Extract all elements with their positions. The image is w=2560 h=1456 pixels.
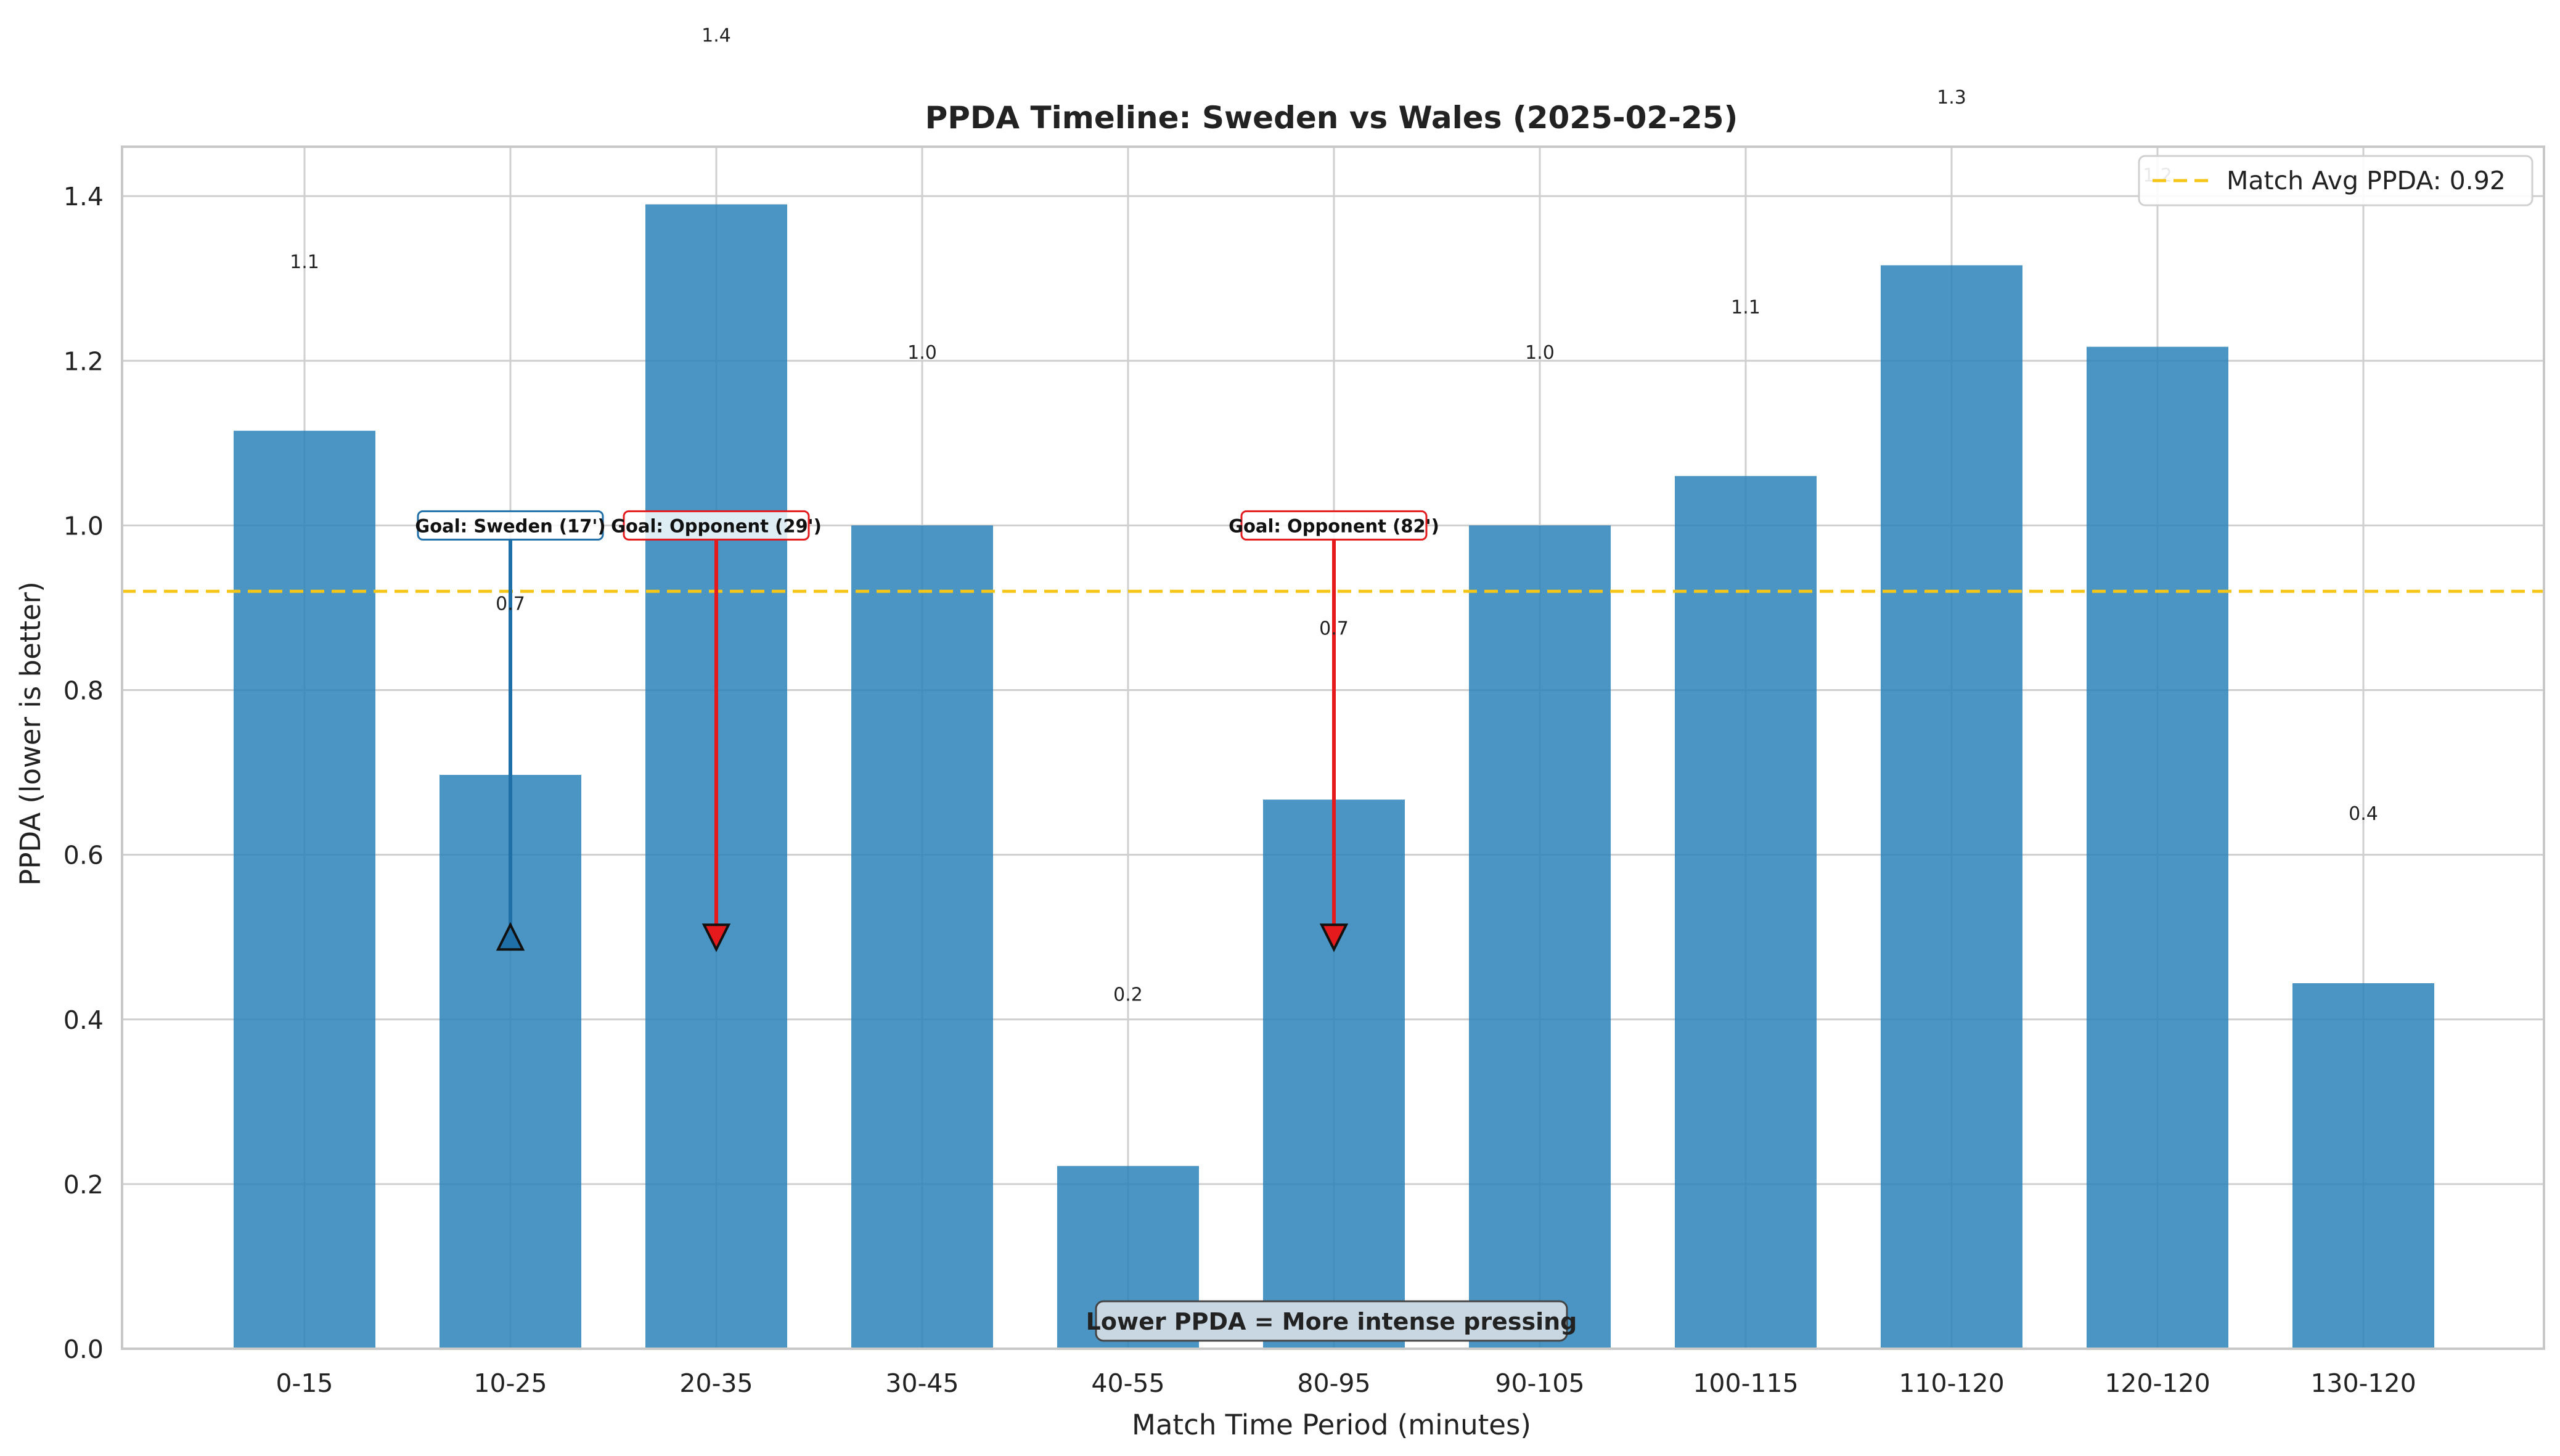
x-tick-label: 20-35: [679, 1368, 753, 1398]
value-label: 1.1: [1731, 297, 1761, 318]
goal-marker-down: [701, 923, 731, 952]
goal-label: Goal: Opponent (82'): [1229, 515, 1439, 536]
value-label: 1.0: [907, 342, 937, 364]
bars: [234, 204, 2434, 1349]
axes: 0.0 0.2 0.4 0.6 0.8 1.0 1.2 1.4 0-15 10-25 20-35 30…: [63, 182, 2416, 1398]
x-tick-label: 0-15: [276, 1368, 333, 1398]
value-label: 1.3: [1937, 87, 1966, 108]
y-tick-label: 0.6: [63, 841, 104, 870]
x-tick-label: 120-120: [2104, 1368, 2210, 1398]
goal-label-box: [623, 510, 810, 541]
note-background: [1095, 1300, 1568, 1342]
value-label: 0.2: [1113, 984, 1143, 1006]
x-tick-label: 10-25: [473, 1368, 547, 1398]
y-tick-label: 0.2: [63, 1170, 104, 1200]
x-tick-label: 110-120: [1899, 1368, 2004, 1398]
x-tick-label: 30-45: [885, 1368, 959, 1398]
value-label: 0.4: [2349, 803, 2378, 825]
legend-label: Match Avg PPDA: 0.92: [2227, 166, 2506, 195]
x-tick-label: 130-120: [2310, 1368, 2416, 1398]
goal-label-box: [1240, 510, 1428, 541]
value-label: 1.1: [290, 252, 319, 273]
y-tick-label: 1.2: [63, 346, 104, 376]
note-box: Lower PPDA = More intense pressing: [1086, 1300, 1577, 1342]
y-tick-label: 1.0: [63, 511, 104, 541]
bar-90-105: [1469, 525, 1611, 1349]
goal-marker-down: [1319, 923, 1349, 952]
goal-label-box: [417, 510, 604, 541]
bar-0-15: [234, 430, 375, 1349]
y-tick-label: 0.8: [63, 676, 104, 706]
bar-120-120: [2087, 346, 2228, 1349]
y-tick-label: 0.4: [63, 1005, 104, 1035]
value-label: 1.4: [701, 25, 731, 47]
x-tick-label: 100-115: [1693, 1368, 1798, 1398]
plot-frame: [121, 145, 2545, 1350]
goal-label: Goal: Sweden (17'): [415, 515, 605, 536]
value-label: 0.7: [1319, 618, 1349, 639]
bar-130-120: [2292, 983, 2434, 1349]
chart-title: PPDA Timeline: Sweden vs Wales (2025-02-…: [925, 100, 1738, 136]
y-tick-label: 1.4: [63, 182, 104, 211]
note-text: Lower PPDA = More intense pressing: [1086, 1308, 1577, 1335]
value-labels: 1.10.71.41.00.20.71.01.11.31.20.4: [290, 25, 2378, 1006]
x-tick-label: 40-55: [1091, 1368, 1164, 1398]
goal-annotations: Goal: Sweden (17') Goal: Opponent (29') Go…: [415, 510, 1439, 952]
goal-marker-up: [496, 922, 525, 951]
legend-box: [2138, 155, 2533, 207]
x-tick-label: 90-105: [1495, 1368, 1584, 1398]
bar-30-45: [851, 525, 993, 1349]
bar-100-115: [1675, 476, 1817, 1349]
legend: Match Avg PPDA: 0.92: [2138, 155, 2533, 207]
value-label: 0.7: [496, 593, 525, 615]
x-axis-label: Match Time Period (minutes): [1132, 1409, 1531, 1441]
x-tick-label: 80-95: [1297, 1368, 1370, 1398]
goal-label: Goal: Opponent (29'): [611, 515, 822, 536]
y-axis-label: PPDA (lower is better): [14, 581, 47, 886]
y-tick-label: 0.0: [63, 1335, 104, 1364]
value-label: 1.0: [1525, 342, 1555, 364]
bar-110-120: [1881, 265, 2022, 1349]
